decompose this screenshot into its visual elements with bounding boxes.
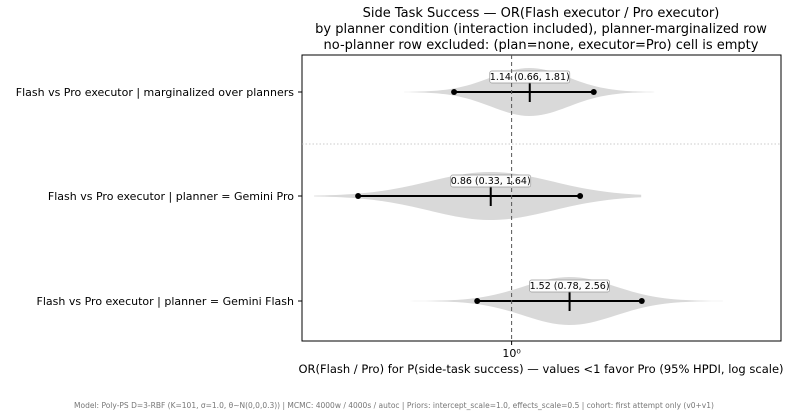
x-axis-label: OR(Flash / Pro) for P(side-task success)… [298, 362, 783, 376]
annotation-box-2 [450, 174, 532, 188]
annotation-box-3 [529, 279, 610, 293]
hpdi-low-point-2 [355, 193, 362, 199]
y-tick-label-2: Flash vs Pro executor | planner = Gemini… [48, 190, 294, 203]
hpdi-high-point-1 [590, 89, 597, 95]
title-line-3: no-planner row excluded: (plan=none, exe… [324, 38, 759, 53]
footer-note: Model: Poly-PS D=3-RBF (K=101, σ=1.0, θ~… [74, 401, 714, 410]
annotation-label-2: 0.86 (0.33, 1.64) [451, 176, 531, 187]
hpdi-low-point-3 [474, 298, 481, 304]
y-tick-label-3: Flash vs Pro executor | planner = Gemini… [37, 295, 294, 308]
plot-area: 1.14 (0.66, 1.81) Flash vs Pro executor |… [16, 54, 782, 360]
annotation-label-1: 1.14 (0.66, 1.81) [490, 72, 570, 83]
hpdi-high-point-2 [577, 193, 584, 199]
title-line-2: by planner condition (interaction includ… [315, 22, 767, 37]
title-line-1: Side Task Success — OR(Flash executor / … [363, 6, 720, 21]
annotation-label-3: 1.52 (0.78, 2.56) [530, 281, 610, 292]
y-tick-label-1: Flash vs Pro executor | marginalized ove… [16, 86, 295, 99]
annotation-box-1 [489, 70, 571, 84]
x-tick-label: 10⁰ [502, 347, 521, 360]
hpdi-high-point-3 [638, 298, 645, 304]
chart-title: Side Task Success — OR(Flash executor / … [315, 6, 767, 53]
plot-frame [301, 54, 782, 342]
hpdi-low-point-1 [451, 89, 458, 95]
